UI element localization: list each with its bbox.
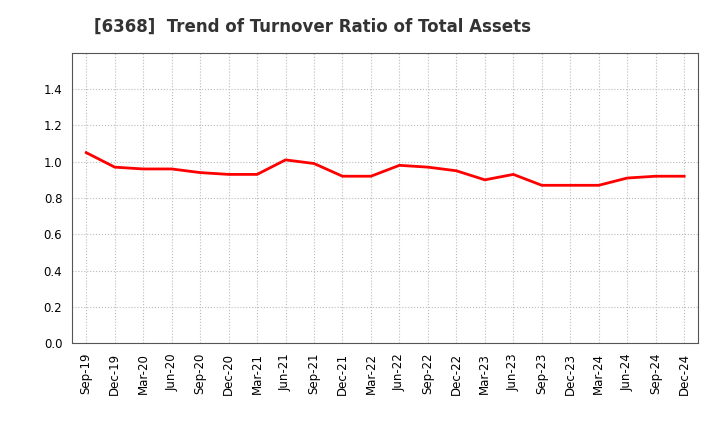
Text: [6368]  Trend of Turnover Ratio of Total Assets: [6368] Trend of Turnover Ratio of Total … [94,18,531,36]
